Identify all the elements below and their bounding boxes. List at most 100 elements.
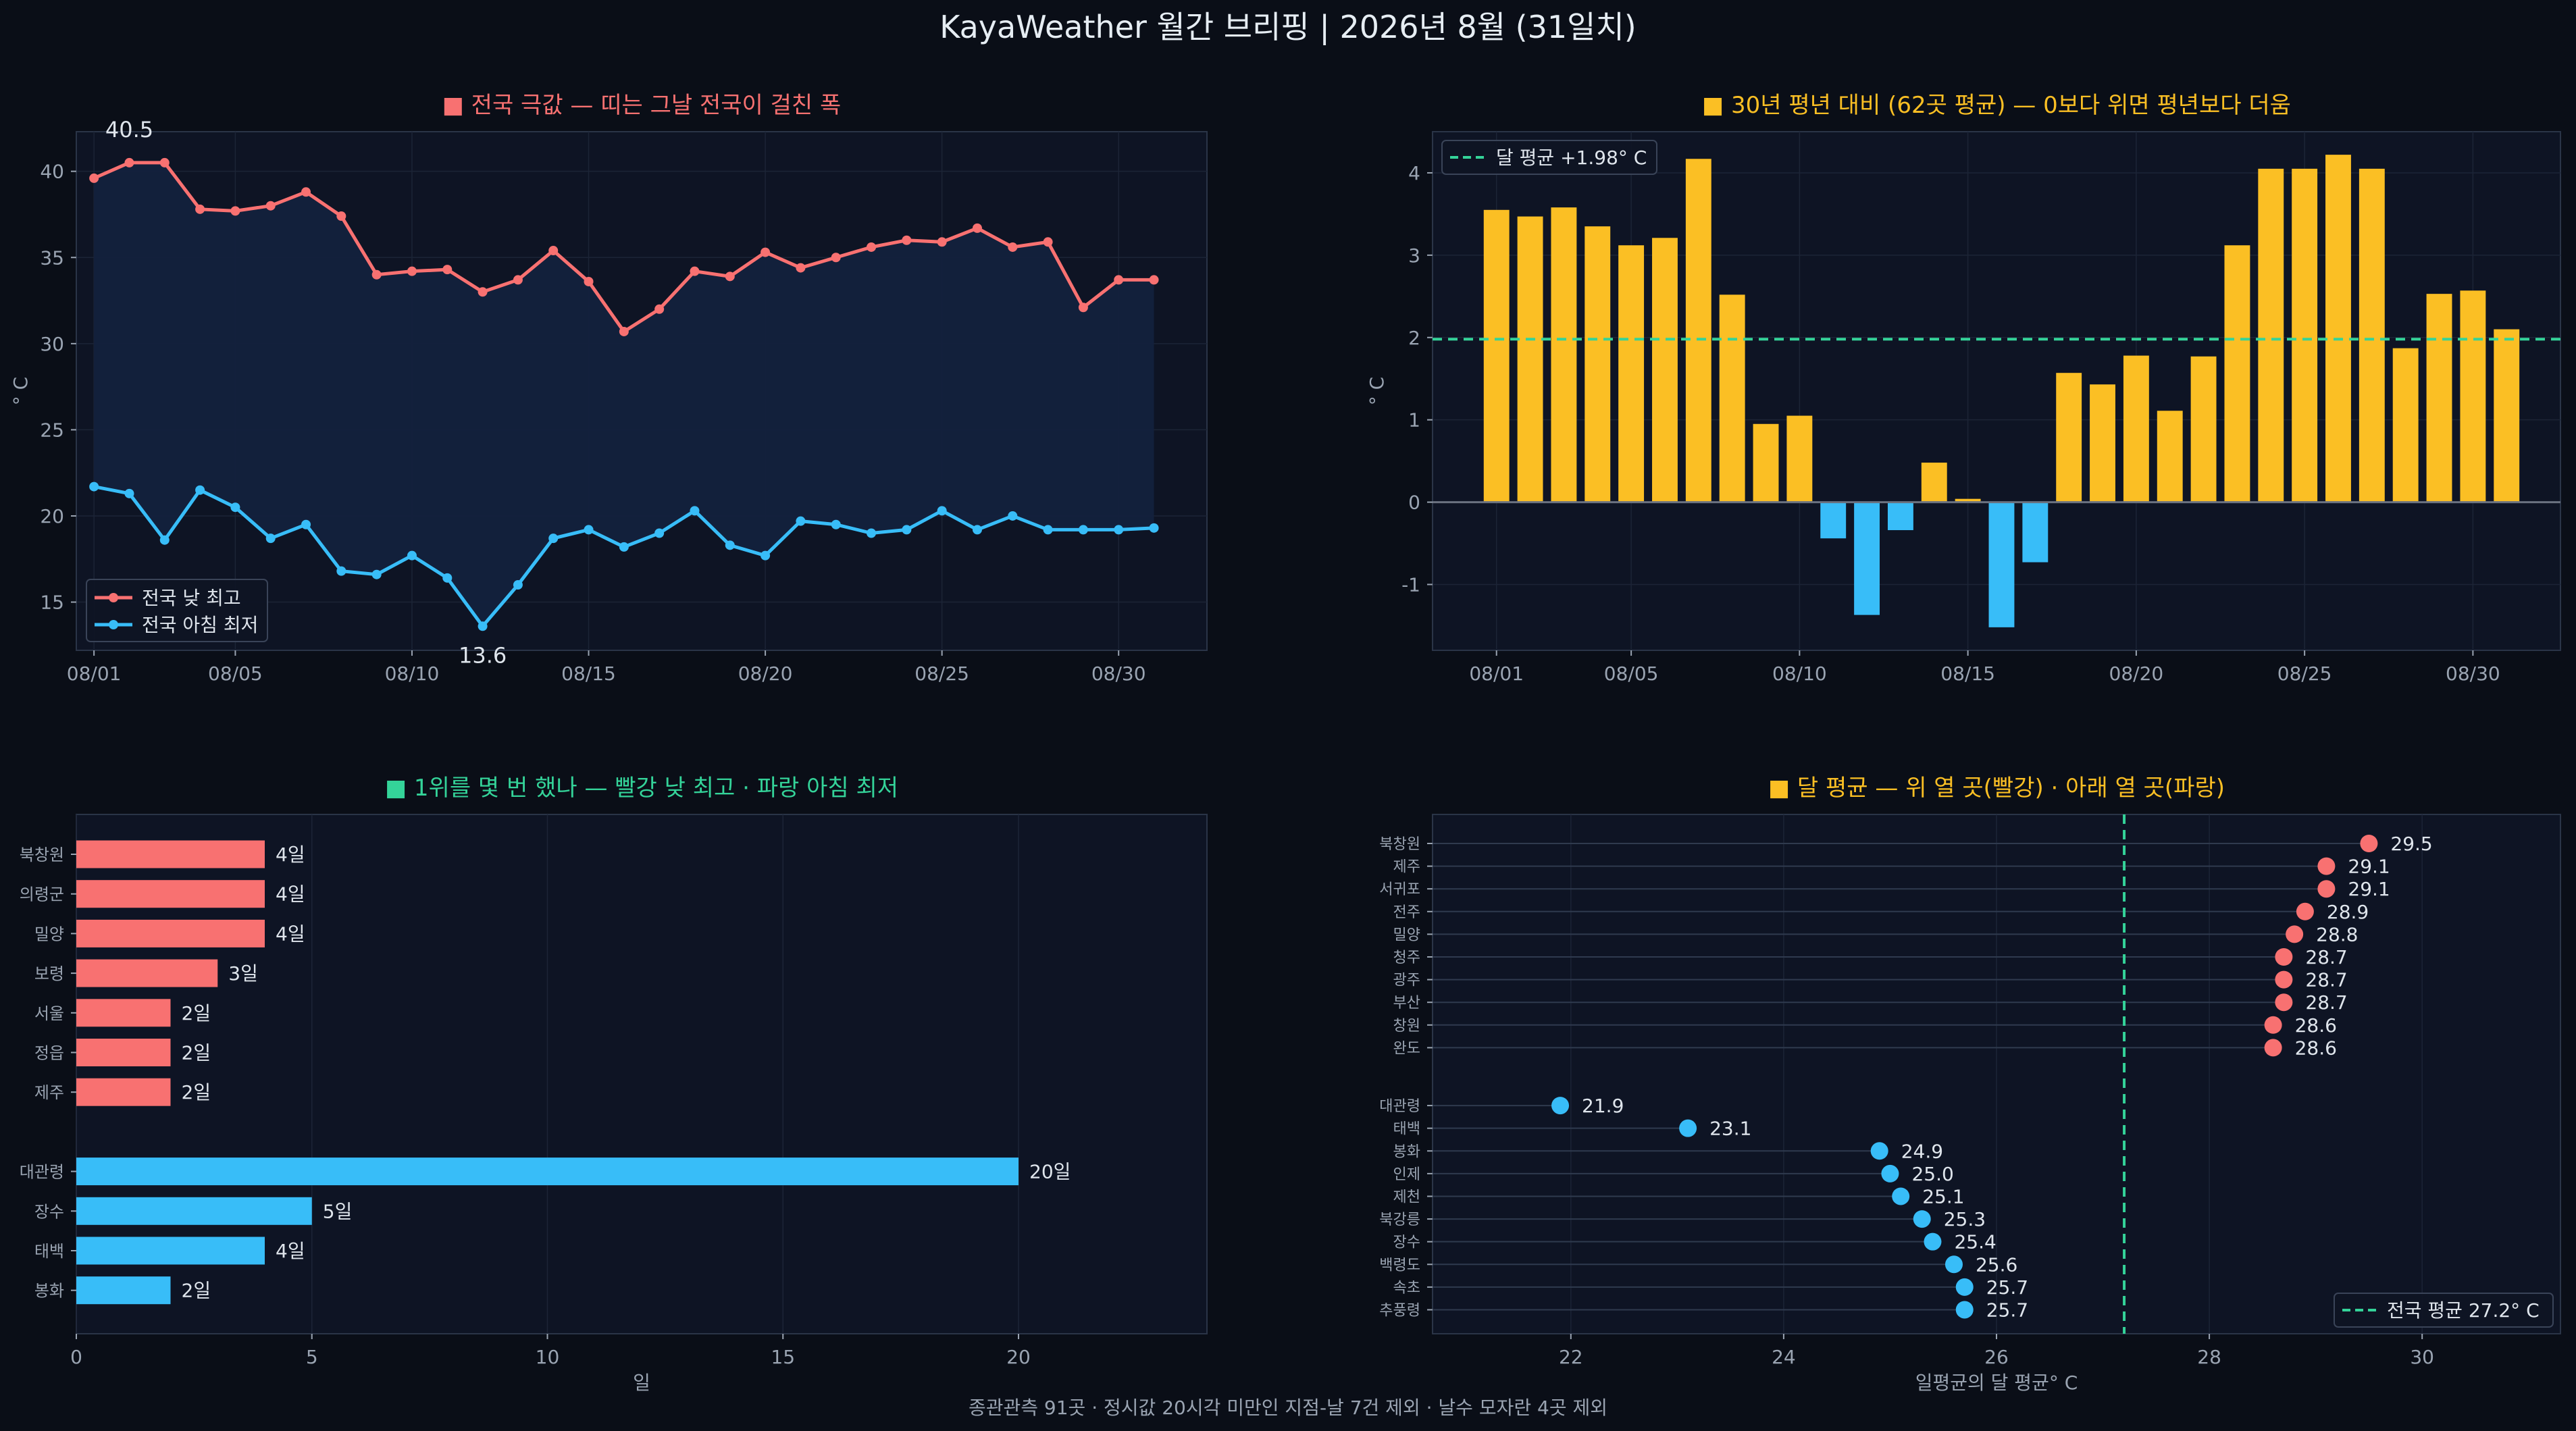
station-label: 봉화 xyxy=(34,1282,64,1301)
count-value-label: 2일 xyxy=(182,1002,211,1024)
x-tick-label: 08/30 xyxy=(2446,662,2500,685)
mean-value-label: 29.1 xyxy=(2348,856,2390,878)
anomaly-bar xyxy=(2426,294,2452,502)
count-value-label: 20일 xyxy=(1029,1161,1071,1183)
lollipop-dot xyxy=(2360,835,2378,852)
panel-title: ■ 전국 극값 — 띠는 그날 전국이 걸친 폭 xyxy=(442,92,842,119)
anomaly-bar xyxy=(2258,168,2284,502)
x-tick-label: 10 xyxy=(536,1346,560,1368)
data-point xyxy=(89,482,99,492)
anomaly-bar xyxy=(1753,423,1779,502)
data-point xyxy=(478,621,488,631)
data-point xyxy=(867,242,877,252)
panel-title: ■ 달 평균 — 위 열 곳(빨강) · 아래 열 곳(파랑) xyxy=(1768,775,2225,802)
count-value-label: 4일 xyxy=(276,843,305,866)
count-bar xyxy=(76,880,265,908)
anomaly-bar xyxy=(1652,238,1678,502)
station-label: 전주 xyxy=(1393,904,1420,921)
x-tick-label: 24 xyxy=(1772,1346,1796,1368)
lollipop-dot xyxy=(2275,970,2293,989)
x-tick-label: 28 xyxy=(2197,1346,2221,1368)
data-point xyxy=(937,506,947,516)
legend-marker xyxy=(109,620,118,629)
anomaly-bar xyxy=(2325,155,2351,502)
station-label: 제천 xyxy=(1393,1189,1420,1205)
x-tick-label: 08/15 xyxy=(1940,662,1995,685)
station-label: 북창원 xyxy=(1379,836,1420,853)
lollipop-dot xyxy=(2275,993,2293,1012)
anomaly-bar xyxy=(1551,207,1577,502)
lollipop-dot xyxy=(1892,1187,1910,1205)
data-point xyxy=(725,540,735,550)
anomaly-bar xyxy=(2056,373,2082,502)
anomaly-bar xyxy=(1517,216,1543,502)
station-label: 장수 xyxy=(34,1202,64,1221)
legend-label: 전국 평균 27.2° C xyxy=(2387,1299,2540,1322)
anomaly-bar xyxy=(2292,168,2318,502)
lollipop-dot xyxy=(1679,1119,1697,1137)
mean-value-label: 25.3 xyxy=(1944,1208,1986,1230)
data-point xyxy=(89,173,99,183)
station-label: 태백 xyxy=(1393,1121,1420,1138)
count-bar xyxy=(76,1157,1019,1186)
y-tick-label: 40 xyxy=(40,161,64,183)
count-value-label: 4일 xyxy=(276,1240,305,1262)
count-value-label: 4일 xyxy=(276,883,305,906)
panel-monthly-mean: ■ 달 평균 — 위 열 곳(빨강) · 아래 열 곳(파랑) 22 24 26 28 3… xyxy=(1379,775,2561,1394)
station-label: 속초 xyxy=(1393,1280,1420,1297)
x-tick-label: 08/15 xyxy=(561,662,616,685)
legend: 전국 평균 27.2° C xyxy=(2334,1293,2554,1328)
station-label: 서울 xyxy=(34,1004,64,1023)
mean-value-label: 21.9 xyxy=(1582,1095,1624,1117)
station-label: 서귀포 xyxy=(1379,881,1420,898)
data-point xyxy=(265,534,276,544)
station-label: 제주 xyxy=(1393,859,1420,876)
y-tick-label: 1 xyxy=(1408,409,1420,432)
data-point xyxy=(1149,275,1159,285)
mean-value-label: 25.4 xyxy=(1954,1231,1996,1253)
lollipop-dot xyxy=(1955,1301,1974,1319)
station-label: 청주 xyxy=(1393,949,1420,966)
panel-title: ■ 30년 평년 대비 (62곳 평균) — 0보다 위면 평년보다 더움 xyxy=(1702,92,2291,119)
data-point xyxy=(230,206,240,216)
station-label: 태백 xyxy=(34,1242,64,1261)
data-point xyxy=(124,157,134,167)
lollipop-dot xyxy=(2264,1016,2282,1034)
count-value-label: 2일 xyxy=(182,1280,211,1302)
count-bar xyxy=(76,1276,171,1305)
anomaly-bar xyxy=(2090,384,2115,502)
data-point xyxy=(584,525,594,535)
x-tick-label: 08/20 xyxy=(738,662,793,685)
data-point xyxy=(1078,525,1088,535)
legend-box xyxy=(2334,1293,2554,1328)
legend-label: 전국 아침 최저 xyxy=(142,614,258,636)
data-point xyxy=(195,204,205,214)
x-axis-label: 일 xyxy=(633,1372,650,1394)
station-label: 밀양 xyxy=(34,925,64,943)
mean-value-label: 29.5 xyxy=(2390,833,2432,855)
anomaly-bar xyxy=(1921,463,1947,502)
lollipop-dot xyxy=(1944,1255,1963,1274)
data-point xyxy=(1043,237,1053,247)
x-tick-label: 15 xyxy=(771,1346,795,1368)
data-point xyxy=(265,201,276,211)
count-bar xyxy=(76,840,265,868)
data-point xyxy=(654,528,665,538)
data-point xyxy=(1149,523,1159,533)
legend-label: 달 평균 +1.98° C xyxy=(1496,147,1647,169)
data-point xyxy=(796,263,806,273)
mean-value-label: 25.7 xyxy=(1986,1276,2028,1299)
data-point xyxy=(761,550,771,561)
y-tick-label: 25 xyxy=(40,419,64,441)
figure-footer: 종관관측 91곳 · 정시값 20시각 미만인 지점-날 7건 제외 · 날수 … xyxy=(969,1397,1607,1419)
data-point xyxy=(902,235,912,245)
lollipop-dot xyxy=(2317,857,2336,875)
data-point xyxy=(301,187,311,197)
data-point xyxy=(619,542,629,552)
x-tick-label: 08/25 xyxy=(2277,662,2332,685)
mean-value-label: 28.7 xyxy=(2305,969,2347,991)
data-point xyxy=(442,573,453,583)
data-point xyxy=(584,276,594,286)
station-label: 대관령 xyxy=(20,1163,64,1182)
data-point xyxy=(513,275,523,285)
